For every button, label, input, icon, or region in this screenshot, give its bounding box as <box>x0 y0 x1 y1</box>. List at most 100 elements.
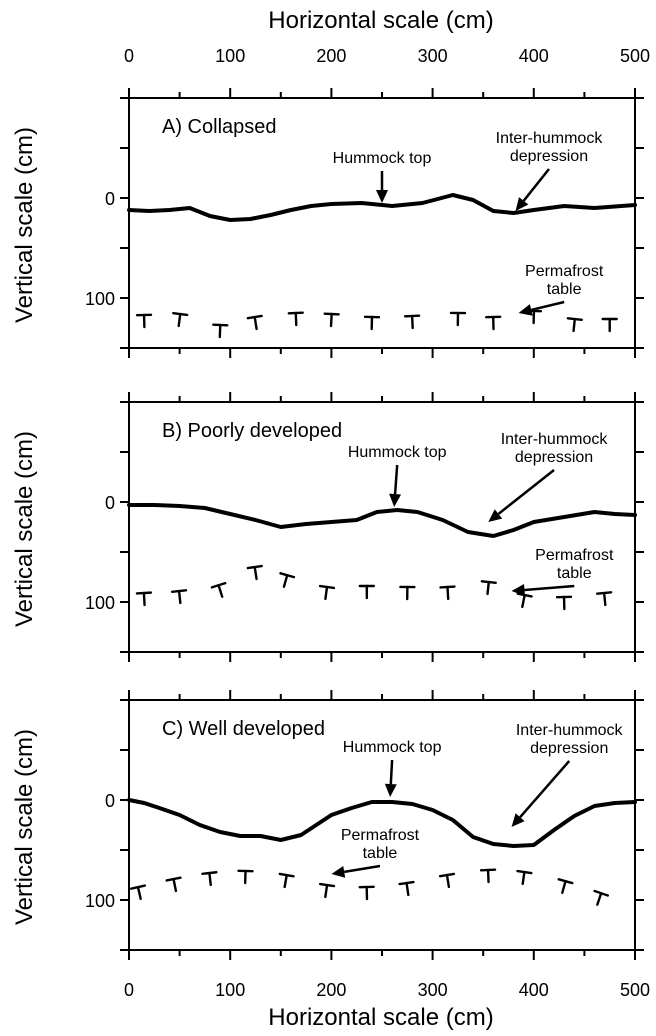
ground-surface-line <box>127 798 637 848</box>
ground-surface-line <box>127 503 637 538</box>
panel-c: 0 100 Vertical scale (cm) C) Well developed… <box>11 690 644 960</box>
y-tick-label: 100 <box>85 593 115 613</box>
annotation-label: Permafrost <box>525 263 604 280</box>
annotation-arrow <box>331 864 381 878</box>
permafrost-marker <box>279 572 296 588</box>
annotation-label: depression <box>515 449 593 466</box>
permafrost-marker <box>246 314 263 331</box>
bottom-x-tick-label: 200 <box>316 980 346 1000</box>
top-axis-title: Horizontal scale (cm) <box>268 7 493 34</box>
permafrost-marker <box>557 878 574 894</box>
annotation: Hummock top <box>333 150 432 203</box>
annotation-label: Hummock top <box>333 150 432 167</box>
permafrost-marker <box>165 876 182 893</box>
y-tick-label: 0 <box>105 189 115 209</box>
annotation-label: depression <box>530 740 608 757</box>
permafrost-marker <box>318 882 336 899</box>
top-x-tick-label: 200 <box>316 46 346 66</box>
annotation-label: Inter-hummock <box>501 431 609 448</box>
permafrost-marker <box>363 315 381 331</box>
annotation-label: Hummock top <box>348 444 447 461</box>
y-tick-label: 100 <box>85 891 115 911</box>
top-x-tick-label: 0 <box>124 46 134 66</box>
permafrost-marker <box>135 591 153 607</box>
annotation-arrow <box>518 300 565 316</box>
permafrost-marker <box>170 589 188 605</box>
annotation-label: Inter-hummock <box>496 130 604 147</box>
bottom-x-tick-label: 400 <box>519 980 549 1000</box>
top-x-tick-label: 500 <box>620 46 650 66</box>
annotation-arrow <box>376 171 388 203</box>
permafrost-marker <box>210 581 227 598</box>
permafrost-marker <box>246 564 263 581</box>
bottom-x-tick-label: 500 <box>620 980 650 1000</box>
permafrost-marker <box>358 885 375 901</box>
permafrost-marker <box>358 584 376 600</box>
permafrost-marker <box>287 311 304 327</box>
permafrost-marker <box>278 872 295 889</box>
y-axis-title: Vertical scale (cm) <box>11 127 38 323</box>
permafrost-marker <box>449 311 467 327</box>
y-tick-label: 100 <box>85 289 115 309</box>
permafrost-table-markers <box>129 868 610 906</box>
permafrost-marker <box>403 314 421 330</box>
panels: 0 100 Vertical scale (cm) A) Collapsed Hummo… <box>11 88 644 960</box>
annotation-arrow <box>511 760 571 827</box>
annotation-arrow <box>488 469 555 522</box>
permafrost-table-markers <box>135 309 618 339</box>
annotation-arrow <box>511 583 575 596</box>
permafrost-marker <box>479 868 497 884</box>
permafrost-marker <box>555 595 573 611</box>
panel-title: C) Well developed <box>162 718 325 740</box>
permafrost-marker <box>398 880 415 897</box>
top-x-tick-label: 400 <box>519 46 549 66</box>
bottom-axis-title: Horizontal scale (cm) <box>268 1004 493 1031</box>
y-axis-title: Vertical scale (cm) <box>11 729 38 925</box>
annotation-label: Hummock top <box>343 739 442 756</box>
top-x-tick-label: 100 <box>215 46 245 66</box>
permafrost-table-markers <box>135 564 613 611</box>
annotation-label: Permafrost <box>341 827 420 844</box>
permafrost-marker <box>601 317 618 333</box>
annotation-label: table <box>557 565 592 582</box>
annotation: Hummock top <box>343 739 442 797</box>
permafrost-marker <box>172 311 189 328</box>
annotation-label: Inter-hummock <box>516 722 624 739</box>
permafrost-marker <box>212 323 229 339</box>
y-tick-label: 0 <box>105 493 115 513</box>
permafrost-marker <box>484 315 502 331</box>
permafrost-marker <box>516 869 533 886</box>
panel-title: A) Collapsed <box>162 116 277 138</box>
annotation-arrow <box>389 464 402 507</box>
annotation-label: table <box>363 845 398 862</box>
bottom-x-tick-label: 100 <box>215 980 245 1000</box>
annotation-label: Permafrost <box>535 547 614 564</box>
top-axis-tick-labels: 0 100 200 300 400 500 <box>124 46 650 66</box>
permafrost-marker <box>438 872 456 889</box>
bottom-x-tick-label: 300 <box>418 980 448 1000</box>
permafrost-marker <box>566 317 583 333</box>
annotation-arrow <box>384 759 397 797</box>
bottom-x-tick-label: 0 <box>124 980 134 1000</box>
permafrost-marker <box>323 312 340 328</box>
annotation-label: depression <box>510 148 588 165</box>
panel-b: 0 100 Vertical scale (cm) B) Poorly develop… <box>11 392 644 662</box>
permafrost-marker <box>201 871 218 887</box>
bottom-axis-tick-labels: 0 100 200 300 400 500 <box>124 980 650 1000</box>
permafrost-marker <box>399 585 416 601</box>
permafrost-marker <box>318 584 336 601</box>
annotation-arrow <box>515 168 550 211</box>
permafrost-marker <box>516 592 533 609</box>
permafrost-marker <box>237 869 254 885</box>
y-tick-label: 0 <box>105 791 115 811</box>
top-x-tick-label: 300 <box>418 46 448 66</box>
permafrost-marker <box>439 585 456 601</box>
panel-a: 0 100 Vertical scale (cm) A) Collapsed Hummo… <box>11 88 644 358</box>
